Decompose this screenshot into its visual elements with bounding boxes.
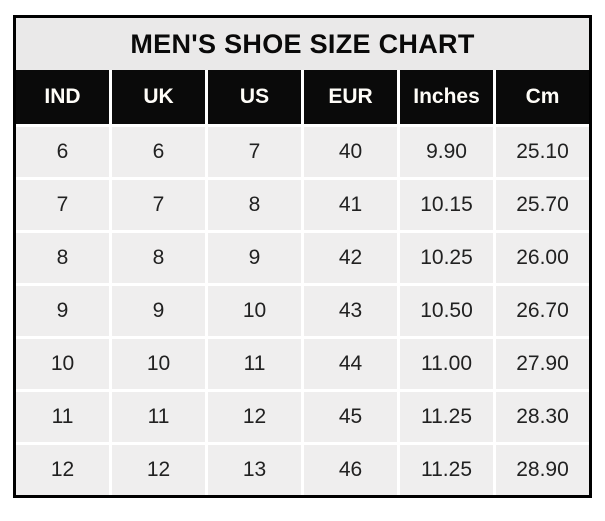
cell-inches-row6: 11.25 — [400, 392, 493, 442]
chart-title: MEN'S SHOE SIZE CHART — [16, 18, 589, 70]
cell-us-row2: 8 — [208, 180, 301, 230]
cell-us-row7: 13 — [208, 445, 301, 495]
cell-cm-row7: 28.90 — [496, 445, 589, 495]
cell-inches-row7: 11.25 — [400, 445, 493, 495]
cell-eur-row4: 43 — [304, 286, 397, 336]
column-header-inches: Inches — [400, 70, 493, 124]
cell-ind-row3: 8 — [16, 233, 109, 283]
cell-inches-row5: 11.00 — [400, 339, 493, 389]
cell-cm-row6: 28.30 — [496, 392, 589, 442]
cell-eur-row5: 44 — [304, 339, 397, 389]
cell-us-row3: 9 — [208, 233, 301, 283]
shoe-size-chart-table: MEN'S SHOE SIZE CHART IND UK US EUR Inches Cm… — [13, 15, 592, 498]
cell-uk-row3: 8 — [112, 233, 205, 283]
cell-uk-row5: 10 — [112, 339, 205, 389]
column-header-us: US — [208, 70, 301, 124]
cell-uk-row6: 11 — [112, 392, 205, 442]
cell-cm-row3: 26.00 — [496, 233, 589, 283]
cell-eur-row2: 41 — [304, 180, 397, 230]
cell-uk-row2: 7 — [112, 180, 205, 230]
cell-us-row4: 10 — [208, 286, 301, 336]
cell-ind-row6: 11 — [16, 392, 109, 442]
cell-uk-row1: 6 — [112, 127, 205, 177]
cell-eur-row7: 46 — [304, 445, 397, 495]
cell-us-row6: 12 — [208, 392, 301, 442]
cell-ind-row1: 6 — [16, 127, 109, 177]
cell-us-row1: 7 — [208, 127, 301, 177]
cell-ind-row7: 12 — [16, 445, 109, 495]
cell-inches-row3: 10.25 — [400, 233, 493, 283]
cell-inches-row1: 9.90 — [400, 127, 493, 177]
cell-cm-row2: 25.70 — [496, 180, 589, 230]
cell-uk-row4: 9 — [112, 286, 205, 336]
cell-eur-row3: 42 — [304, 233, 397, 283]
cell-ind-row2: 7 — [16, 180, 109, 230]
column-header-ind: IND — [16, 70, 109, 124]
cell-inches-row4: 10.50 — [400, 286, 493, 336]
cell-cm-row5: 27.90 — [496, 339, 589, 389]
cell-ind-row5: 10 — [16, 339, 109, 389]
column-header-cm: Cm — [496, 70, 589, 124]
cell-ind-row4: 9 — [16, 286, 109, 336]
column-header-uk: UK — [112, 70, 205, 124]
cell-uk-row7: 12 — [112, 445, 205, 495]
cell-inches-row2: 10.15 — [400, 180, 493, 230]
column-header-eur: EUR — [304, 70, 397, 124]
cell-us-row5: 11 — [208, 339, 301, 389]
cell-eur-row6: 45 — [304, 392, 397, 442]
size-grid: IND UK US EUR Inches Cm 6 6 7 40 9.90 25.10 7 7 8 41 10.… — [16, 70, 589, 495]
cell-cm-row1: 25.10 — [496, 127, 589, 177]
cell-cm-row4: 26.70 — [496, 286, 589, 336]
cell-eur-row1: 40 — [304, 127, 397, 177]
